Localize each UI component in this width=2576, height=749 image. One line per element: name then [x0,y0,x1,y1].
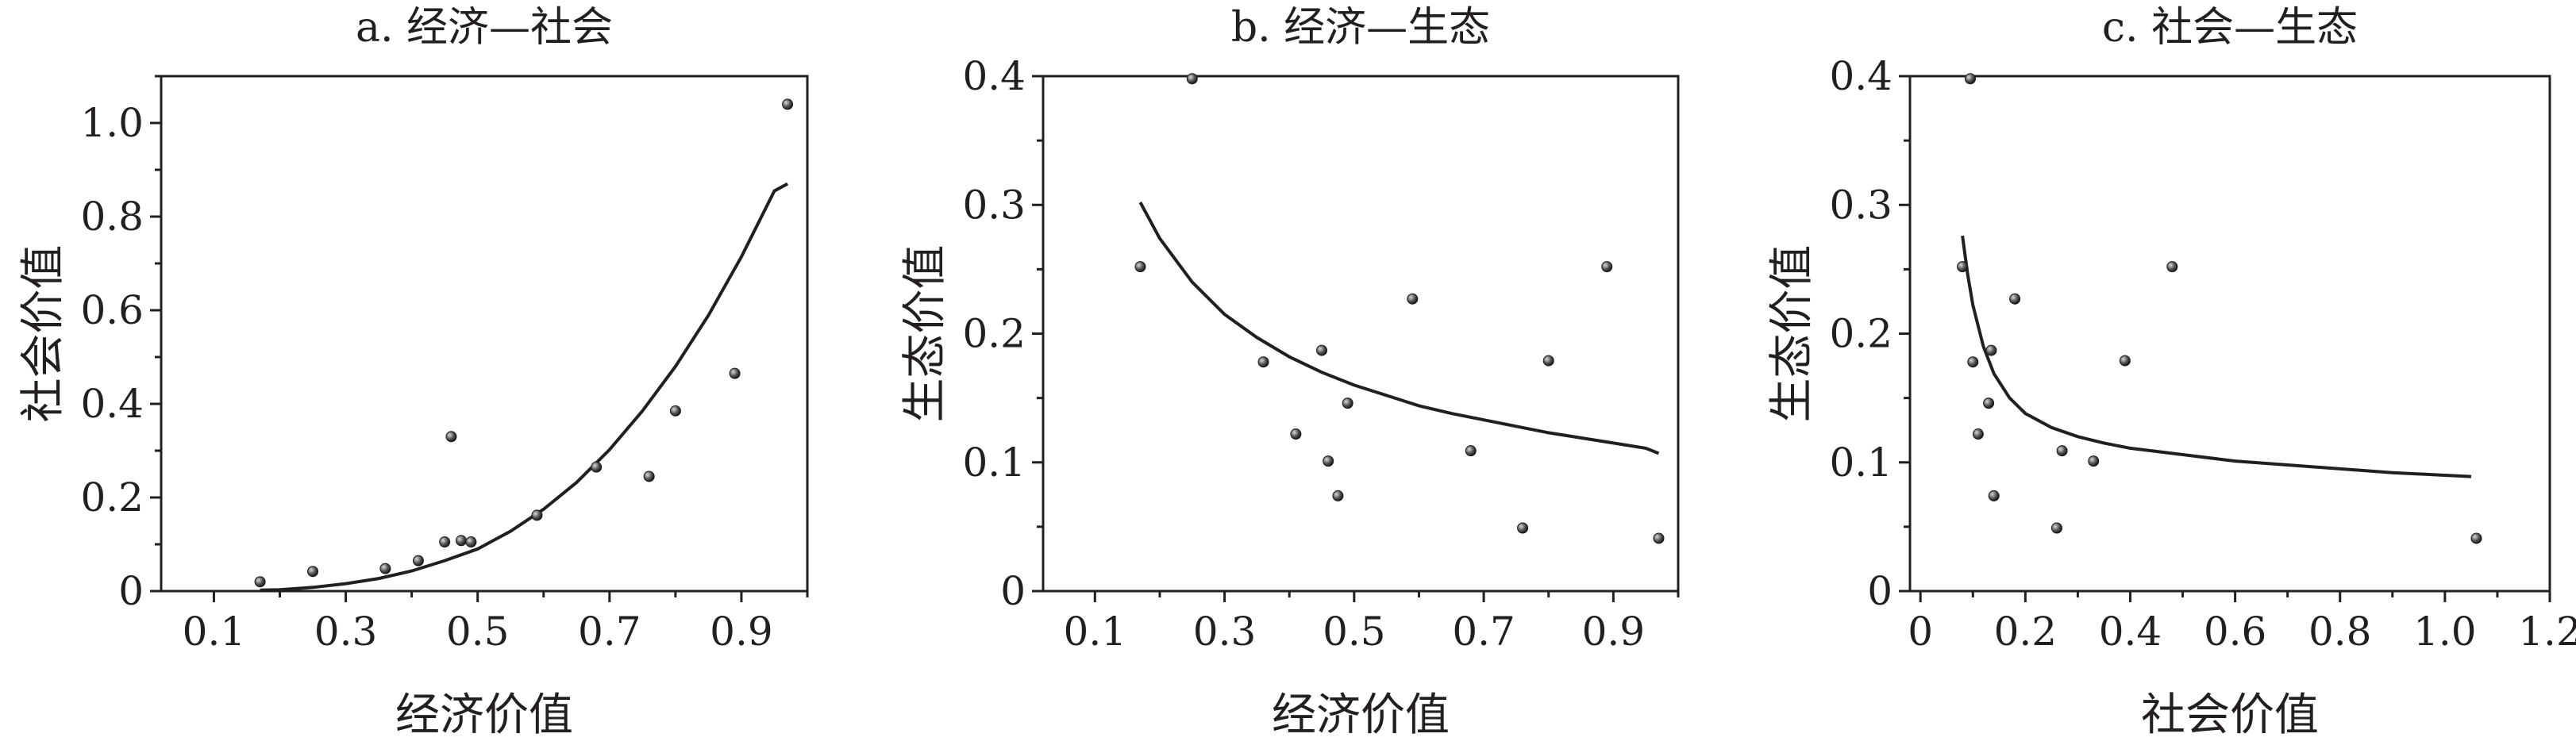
panel-b-y-tick-label: 0 [1000,568,1026,614]
panel-c-data-point [1964,73,1976,85]
panel-a-data-point [254,576,266,588]
panel-b-x-tick-label: 0.3 [1193,609,1257,655]
panel-c-x-tick-label: 1.0 [2413,609,2477,655]
panel-c-x-tick-label: 1.2 [2518,609,2576,655]
panel-a-data-point [729,367,741,379]
panel-a-x-tick-label: 0.9 [710,609,773,655]
panel-a-y-tick-label: 0.4 [80,381,144,427]
panel-b-data-point [1257,356,1269,368]
panel-c-y-tick-label: 0.1 [1829,440,1893,486]
panel-c-data-point [1988,490,2000,501]
panel-a-data-point [455,535,467,547]
panel-a-x-tick-label: 0.5 [446,609,510,655]
panel-a-data-point [307,566,319,578]
panel-c-data-point [2470,532,2482,544]
panel-a-data-point [412,555,424,567]
panel-a-data-point [439,536,451,548]
panel-b-fit-curve [1138,202,1660,455]
panel-a-plot-frame [160,75,809,593]
panel-b-y-tick-label: 0.4 [962,53,1026,99]
panel-b-x-tick-label: 0.5 [1323,609,1386,655]
panel-b-plot-frame [1042,75,1680,593]
panel-c-x-tick-label: 0.8 [2308,609,2372,655]
panel-c-data-point [1957,261,1969,273]
panel-c-x-tick-label: 0 [1908,609,1933,655]
panel-b-data-point [1342,398,1353,409]
panel-c-data-point [1985,344,1997,356]
panel-c-x-tick-label: 0.6 [2204,609,2267,655]
panel-a-y-tick-label: 0.8 [80,194,144,240]
panel-c-data-point [1972,428,1984,440]
panel-c-data-point [1983,398,1995,409]
panel-b-title: b. 经济—生态 [1231,4,1490,52]
panel-c-y-axis-label: 生态价值 [1766,245,1818,423]
panel-c-y-tick-label: 0 [1867,568,1893,614]
panel-a-data-point [531,509,543,521]
panel-c-data-point [2119,355,2131,367]
panel-a-y-tick-label: 0 [118,568,144,614]
panel-c-y-tick-label: 0.3 [1829,182,1893,228]
panel-b-data-point [1653,532,1665,544]
panel-a-y-axis-label: 社会价值 [17,245,69,423]
panel-a-data-point [591,461,603,473]
panel-b-data-point [1323,455,1334,467]
panel-c-data-point [2009,293,2021,305]
panel-b-data-point [1601,261,1613,273]
panel-b-data-point [1316,344,1328,356]
panel-a-data-point [643,471,655,482]
panel-b-y-axis-label: 生态价值 [899,245,951,423]
panel-b-data-point [1290,428,1302,440]
panel-a-fit-curve [260,182,789,592]
panel-a-x-tick-label: 0.3 [314,609,378,655]
panel-c-data-point [2050,522,2062,534]
panel-b-data-point [1465,445,1477,457]
panel-a-title: a. 经济—社会 [356,4,613,52]
panel-b-data-point [1517,522,1529,534]
panel-c-data-point [2088,455,2100,467]
panel-c-x-tick-label: 0.4 [2099,609,2162,655]
panel-a-x-tick-label: 0.1 [183,609,246,655]
panel-a-data-point [782,98,794,110]
panel-b: b. 经济—生态 0.1 0.3 0.5 0.7 0.9 0 0.1 0.2 0.3 0.4 经济价值… [899,4,1680,741]
panel-a-data-point [445,431,457,443]
panel-a: a. 经济—社会 0.1 0.3 0.5 0.7 0.9 0 0.2 0.4 0.6 0.8 1.0 经… [17,4,809,741]
panel-c-y-tick-label: 0.4 [1829,53,1893,99]
panel-c-x-tick-label: 0.2 [1994,609,2058,655]
panel-a-y-tick-label: 0.2 [80,474,144,520]
panel-b-x-tick-label: 0.1 [1064,609,1127,655]
panel-c-fit-curve [1961,235,2471,478]
panel-b-data-point [1332,490,1344,501]
panel-b-x-tick-label: 0.7 [1452,609,1515,655]
panel-a-data-point [669,405,681,417]
panel-c-data-point [1967,356,1979,368]
panel-c-data-point [2166,261,2178,273]
panel-a-x-tick-label: 0.7 [578,609,641,655]
panel-a-y-tick-label: 1.0 [80,100,144,146]
panel-b-x-tick-label: 0.9 [1582,609,1646,655]
panel-c-y-tick-label: 0.2 [1829,311,1893,357]
panel-b-y-tick-label: 0.3 [962,182,1026,228]
panel-c: c. 社会—生态 0 0.2 0.4 0.6 0.8 1.0 1.2 0 0.1 0.2 0.3 0.4… [1766,4,2576,741]
panel-a-data-point [465,536,477,548]
panel-a-y-tick-label: 0.6 [80,287,144,333]
panel-b-data-point [1186,73,1198,85]
panel-b-y-tick-label: 0.1 [962,440,1026,486]
panel-c-x-axis-label: 社会价值 [2141,689,2319,741]
panel-b-y-tick-label: 0.2 [962,311,1026,357]
panel-b-x-axis-label: 经济价值 [1272,689,1450,741]
panel-a-x-axis-label: 经济价值 [395,689,573,741]
panel-a-data-point [379,563,391,574]
panel-b-data-point [1407,293,1419,305]
panel-c-plot-frame [1908,75,2551,593]
panel-b-data-point [1134,261,1146,273]
panel-b-data-point [1542,355,1554,367]
panel-c-title: c. 社会—生态 [2102,4,2358,52]
panel-c-data-point [2056,445,2068,457]
